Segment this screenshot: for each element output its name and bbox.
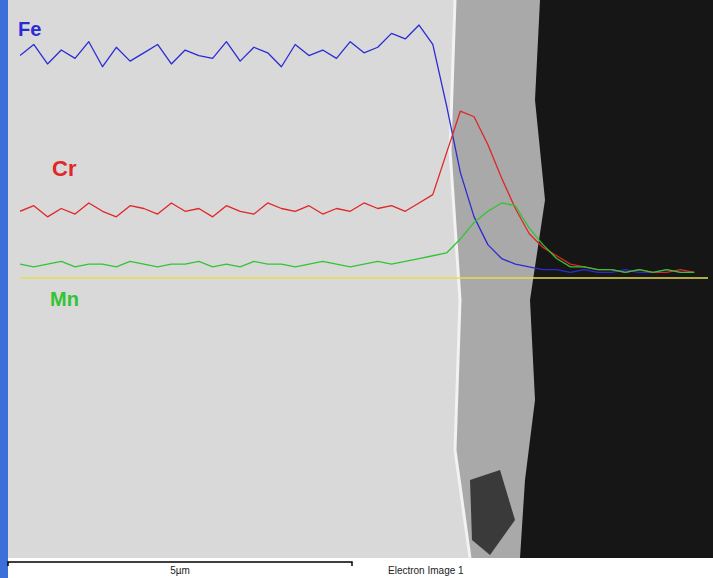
- line-mn: [20, 203, 694, 273]
- line-fe: [20, 25, 694, 272]
- oxide-band: [450, 0, 713, 558]
- series-label: Fe: [18, 18, 41, 40]
- metal-region: [8, 0, 713, 558]
- image-label: Electron Image 1: [388, 565, 464, 576]
- mount-region: [520, 0, 713, 558]
- series-label: Mn: [50, 288, 79, 310]
- metal-edge: [450, 0, 470, 558]
- dark-spot: [470, 470, 515, 555]
- series-group: [20, 25, 694, 272]
- scale-label: 5µm: [170, 565, 190, 576]
- figure: Fe Cr Mn 5µm Electron Image 1: [0, 0, 713, 578]
- line-cr: [20, 111, 694, 272]
- slide-strip: [0, 0, 8, 578]
- x-axis: [20, 277, 708, 279]
- series-label: Cr: [52, 156, 77, 181]
